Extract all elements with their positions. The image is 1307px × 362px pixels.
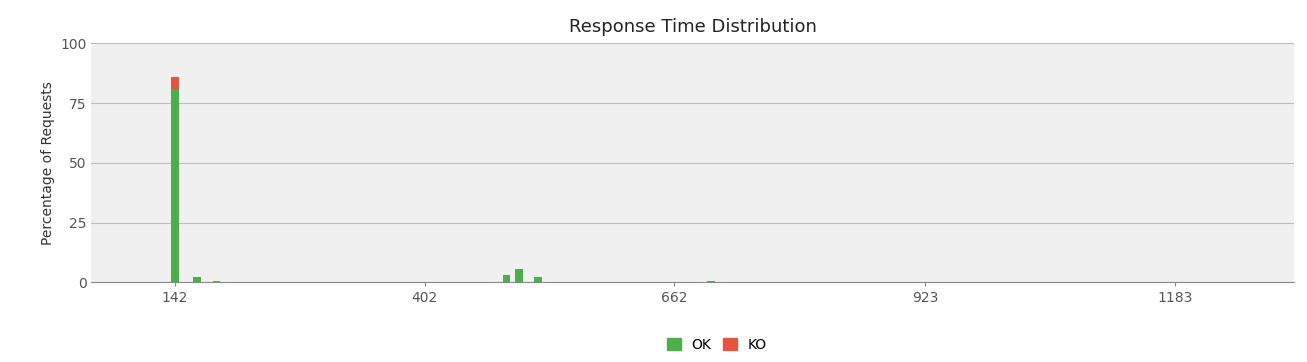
Bar — [707, 281, 715, 282]
Bar — [171, 89, 179, 282]
Y-axis label: Percentage of Requests: Percentage of Requests — [41, 81, 55, 245]
Legend: OK, KO: OK, KO — [661, 332, 772, 357]
Bar — [515, 269, 523, 282]
Bar — [213, 281, 220, 282]
Title: Response Time Distribution: Response Time Distribution — [569, 18, 817, 36]
Bar — [171, 77, 179, 89]
Bar — [535, 277, 542, 282]
Bar — [503, 275, 510, 282]
Bar — [193, 277, 201, 282]
